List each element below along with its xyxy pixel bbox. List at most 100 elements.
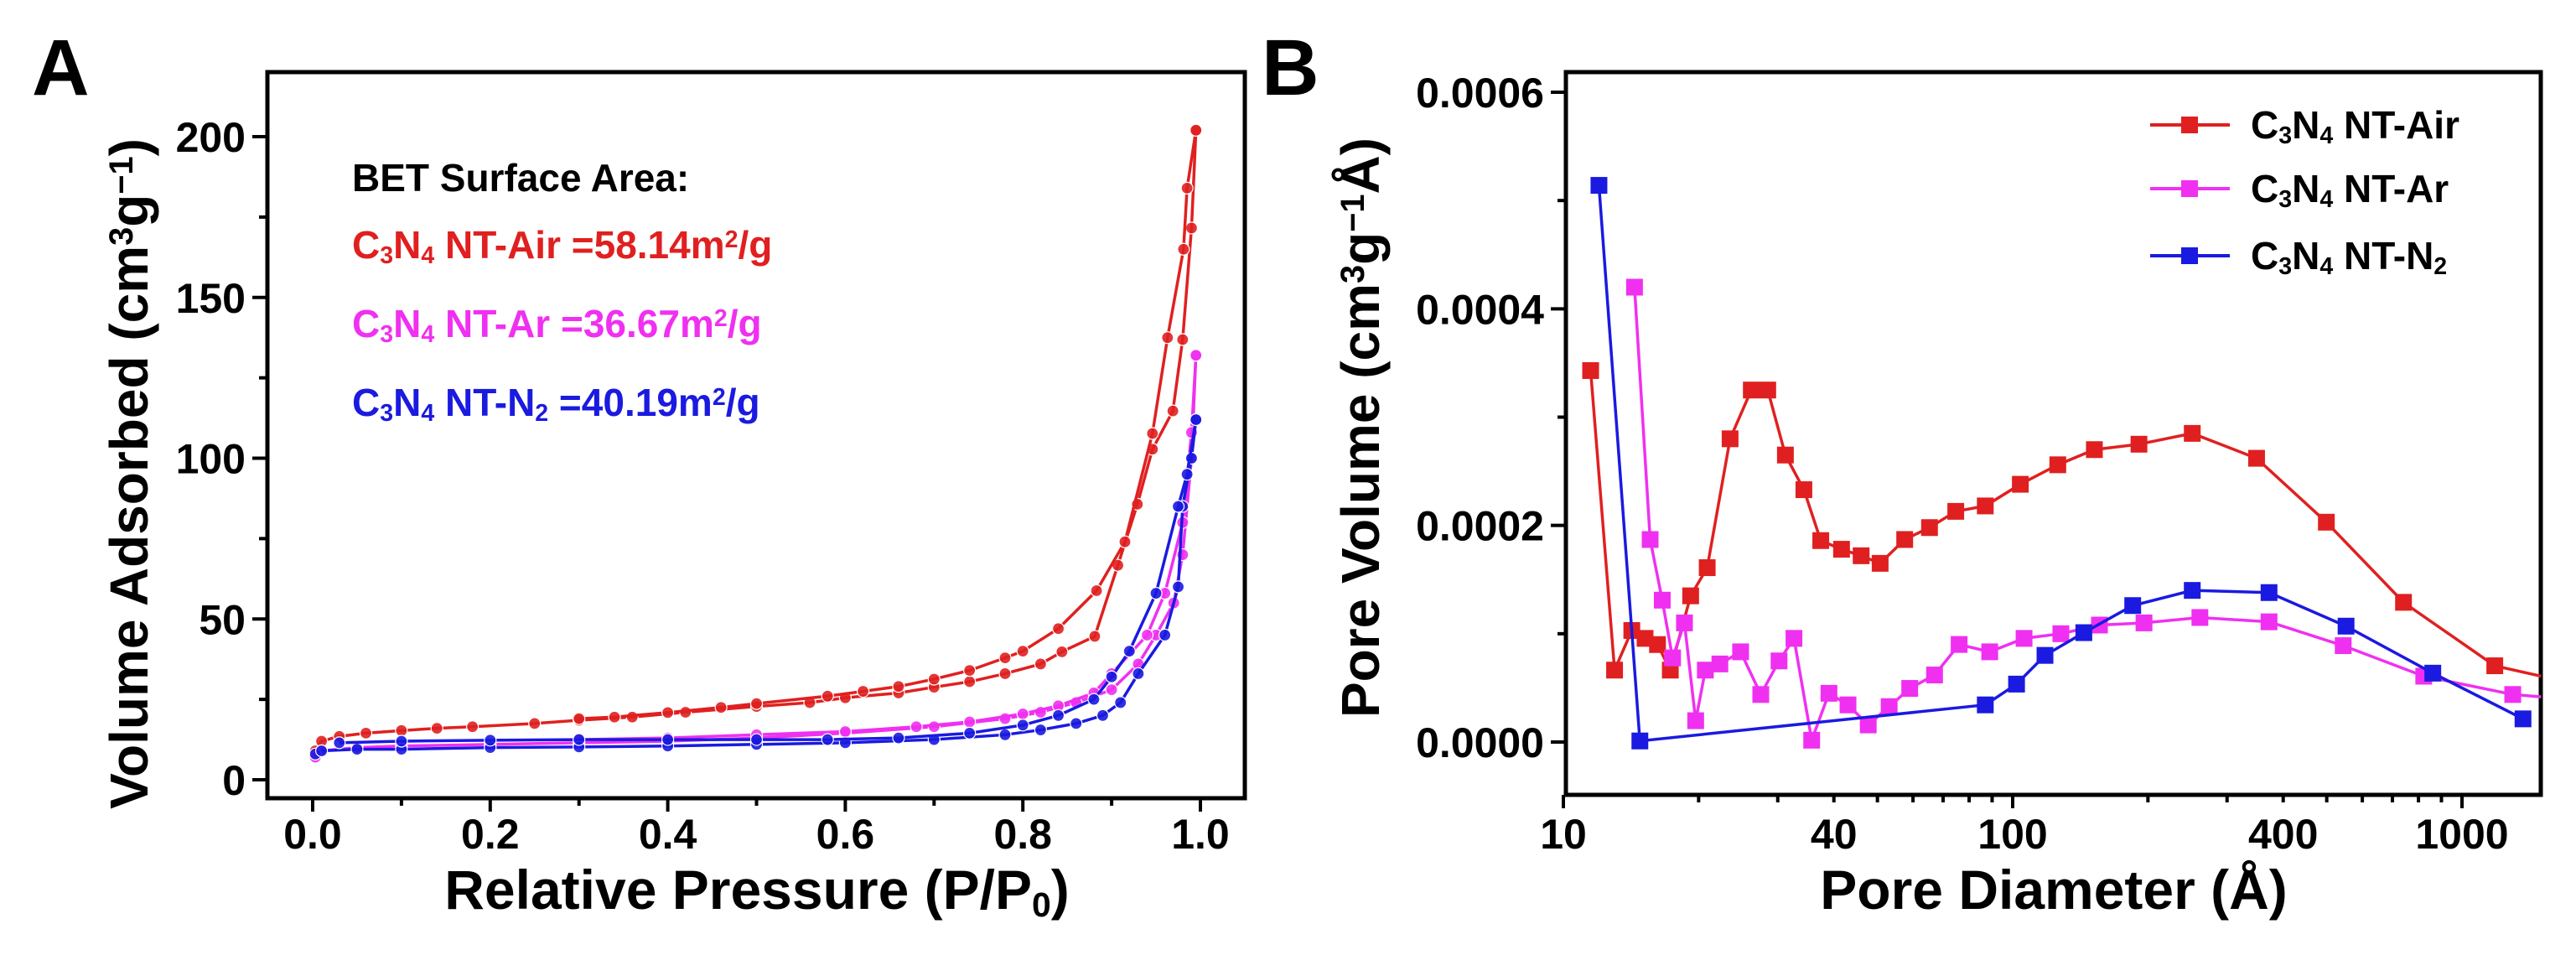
- data-point-air: [998, 651, 1012, 665]
- data-point-n2: [1070, 717, 1083, 730]
- data-point-n2: [1171, 580, 1185, 594]
- legend-label-air: C3N4 NT-Air: [2251, 103, 2459, 149]
- data-point-n2: [2008, 675, 2025, 693]
- data-point-n2: [661, 733, 675, 746]
- text-segment: NT-Air =58.14m: [434, 223, 724, 267]
- text-segment: g: [1330, 232, 1391, 265]
- data-point-ar: [1190, 349, 1203, 362]
- data-point-n2: [1149, 586, 1163, 600]
- data-point-air: [1721, 430, 1739, 448]
- text-segment: 3: [2278, 253, 2292, 280]
- data-point-air: [1180, 181, 1194, 195]
- legend-marker-ar: [2181, 180, 2198, 197]
- data-point-ar: [1697, 662, 1714, 679]
- text-segment: /g: [728, 302, 762, 345]
- data-point-ar: [1752, 686, 1770, 703]
- y-tick-label: 0.0006: [1416, 70, 1544, 117]
- data-point-ar: [2260, 613, 2278, 631]
- data-point-air: [1016, 644, 1029, 658]
- text-segment: NT-Ar: [2333, 167, 2449, 210]
- data-point-n2: [1096, 708, 1110, 722]
- data-point-air: [1034, 657, 1047, 671]
- series-line-n2-desorption: [339, 419, 1198, 745]
- data-point-air: [1055, 645, 1069, 658]
- text-segment: 4: [2319, 122, 2333, 149]
- annotation-ar: C3N4 NT-Ar =36.67m2/g: [352, 302, 762, 348]
- data-point-n2: [1034, 723, 1047, 737]
- x-tick-label: 1000: [2415, 811, 2508, 858]
- data-point-air: [1743, 381, 1760, 399]
- data-point-ar: [1140, 628, 1154, 642]
- data-point-air: [395, 724, 408, 737]
- text-segment: C: [2251, 234, 2278, 278]
- data-point-n2: [1190, 413, 1203, 427]
- data-point-n2: [2260, 584, 2278, 601]
- data-point-air: [1161, 331, 1174, 345]
- text-segment: NT-Air: [2333, 103, 2459, 147]
- y-axis-title: Volume Adsorbed (cm3g−1): [99, 138, 159, 809]
- data-point-n2: [350, 742, 364, 756]
- y-tick-label: 150: [176, 275, 246, 322]
- data-point-air: [1582, 361, 1599, 379]
- data-point-n2: [963, 726, 977, 740]
- data-point-ar: [1105, 683, 1118, 697]
- y-tick-label: 100: [176, 436, 246, 483]
- data-point-air: [1977, 497, 1994, 515]
- annotation-title: BET Surface Area:: [352, 156, 689, 200]
- x-tick-label: 0.2: [461, 811, 520, 858]
- text-segment: C: [2251, 103, 2278, 147]
- data-point-n2: [484, 734, 497, 747]
- data-point-ar: [963, 715, 977, 729]
- data-point-ar: [1839, 696, 1857, 714]
- text-segment: /g: [738, 223, 772, 267]
- x-tick-label: 0.0: [283, 811, 342, 858]
- data-point-air: [661, 706, 675, 719]
- data-point-n2: [1171, 500, 1185, 513]
- data-point-air: [430, 722, 443, 735]
- data-point-air: [2049, 456, 2066, 474]
- data-point-ar: [2335, 637, 2352, 655]
- text-segment: 4: [421, 242, 434, 269]
- y-tick-label: 0.0000: [1416, 719, 1544, 766]
- data-point-air: [1184, 221, 1199, 235]
- text-segment: 2: [535, 400, 548, 427]
- y-tick-label: 0.0002: [1416, 503, 1544, 550]
- data-point-air: [2247, 449, 2265, 467]
- panel-b-pore-distribution-chart: 0.0000 0.0002 0.0004 0.0006 10 40 100 400 1000 Po…: [1330, 70, 2543, 921]
- text-segment: g: [99, 195, 159, 227]
- text-segment: 2: [714, 305, 728, 332]
- data-point-air: [1649, 636, 1666, 653]
- data-point-air: [963, 664, 977, 677]
- data-point-ar: [1880, 698, 1898, 715]
- data-point-air: [2486, 657, 2504, 675]
- text-segment: 2: [2433, 253, 2447, 280]
- data-point-air: [359, 726, 373, 740]
- text-segment: N: [2292, 103, 2319, 147]
- data-point-air: [1759, 381, 1776, 399]
- data-point-n2: [1051, 708, 1065, 722]
- data-point-air: [1190, 123, 1203, 137]
- data-point-air: [1606, 662, 1624, 679]
- data-point-ar: [1625, 278, 1643, 296]
- data-point-ar: [910, 720, 923, 734]
- data-point-air: [1682, 587, 1699, 605]
- data-point-air: [892, 680, 905, 693]
- text-segment: 3: [1335, 265, 1371, 283]
- data-point-air: [2086, 441, 2103, 459]
- text-segment: −1: [1335, 195, 1371, 232]
- data-point-n2: [1087, 693, 1101, 706]
- text-segment: 3: [2278, 186, 2292, 213]
- data-point-n2: [2337, 617, 2355, 635]
- data-point-air: [1795, 481, 1812, 499]
- plot-frame: [1563, 70, 2543, 797]
- data-point-n2: [333, 736, 346, 750]
- data-point-ar: [1803, 731, 1821, 749]
- text-segment: N: [393, 381, 421, 424]
- data-point-air: [856, 684, 870, 698]
- data-point-air: [1871, 554, 1889, 572]
- data-point-ar: [1687, 712, 1704, 729]
- data-point-ar: [1820, 684, 1837, 702]
- data-point-ar: [1901, 680, 1919, 698]
- text-segment: /g: [726, 381, 760, 424]
- series-line-air-adsorption: [314, 130, 1198, 752]
